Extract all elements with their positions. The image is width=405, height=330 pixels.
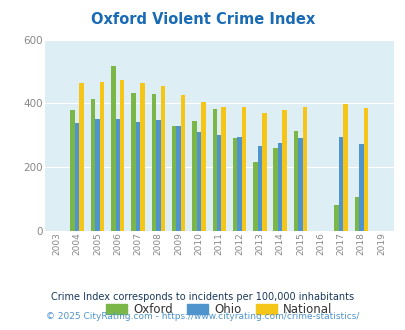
Bar bbox=[354, 197, 358, 231]
Bar bbox=[131, 93, 135, 231]
Bar bbox=[135, 122, 140, 231]
Bar bbox=[200, 102, 205, 231]
Text: Crime Index corresponds to incidents per 100,000 inhabitants: Crime Index corresponds to incidents per… bbox=[51, 292, 354, 302]
Bar bbox=[156, 120, 160, 231]
Bar bbox=[111, 66, 115, 231]
Bar bbox=[282, 110, 286, 231]
Bar bbox=[151, 94, 156, 231]
Bar bbox=[277, 143, 282, 231]
Bar bbox=[338, 137, 343, 231]
Bar bbox=[342, 104, 347, 231]
Legend: Oxford, Ohio, National: Oxford, Ohio, National bbox=[101, 298, 336, 321]
Bar bbox=[273, 148, 277, 231]
Bar bbox=[363, 108, 367, 231]
Bar bbox=[237, 137, 241, 231]
Bar bbox=[216, 135, 221, 231]
Bar bbox=[212, 109, 216, 231]
Bar bbox=[75, 123, 79, 231]
Bar bbox=[176, 126, 181, 231]
Bar bbox=[100, 82, 104, 231]
Bar bbox=[302, 107, 307, 231]
Text: Oxford Violent Crime Index: Oxford Violent Crime Index bbox=[91, 12, 314, 26]
Bar bbox=[140, 82, 144, 231]
Bar bbox=[160, 86, 164, 231]
Bar bbox=[241, 107, 245, 231]
Bar bbox=[232, 138, 237, 231]
Bar bbox=[95, 119, 100, 231]
Bar bbox=[221, 107, 225, 231]
Bar bbox=[115, 119, 120, 231]
Bar bbox=[252, 162, 257, 231]
Bar bbox=[192, 121, 196, 231]
Bar bbox=[257, 147, 262, 231]
Bar bbox=[120, 81, 124, 231]
Bar bbox=[358, 144, 363, 231]
Bar bbox=[91, 99, 95, 231]
Bar bbox=[79, 83, 83, 231]
Bar bbox=[262, 113, 266, 231]
Text: © 2025 CityRating.com - https://www.cityrating.com/crime-statistics/: © 2025 CityRating.com - https://www.city… bbox=[46, 312, 359, 321]
Bar bbox=[196, 132, 201, 231]
Bar bbox=[70, 110, 75, 231]
Bar bbox=[172, 126, 176, 231]
Bar bbox=[293, 130, 297, 231]
Bar bbox=[333, 206, 338, 231]
Bar bbox=[298, 139, 302, 231]
Bar bbox=[181, 95, 185, 231]
